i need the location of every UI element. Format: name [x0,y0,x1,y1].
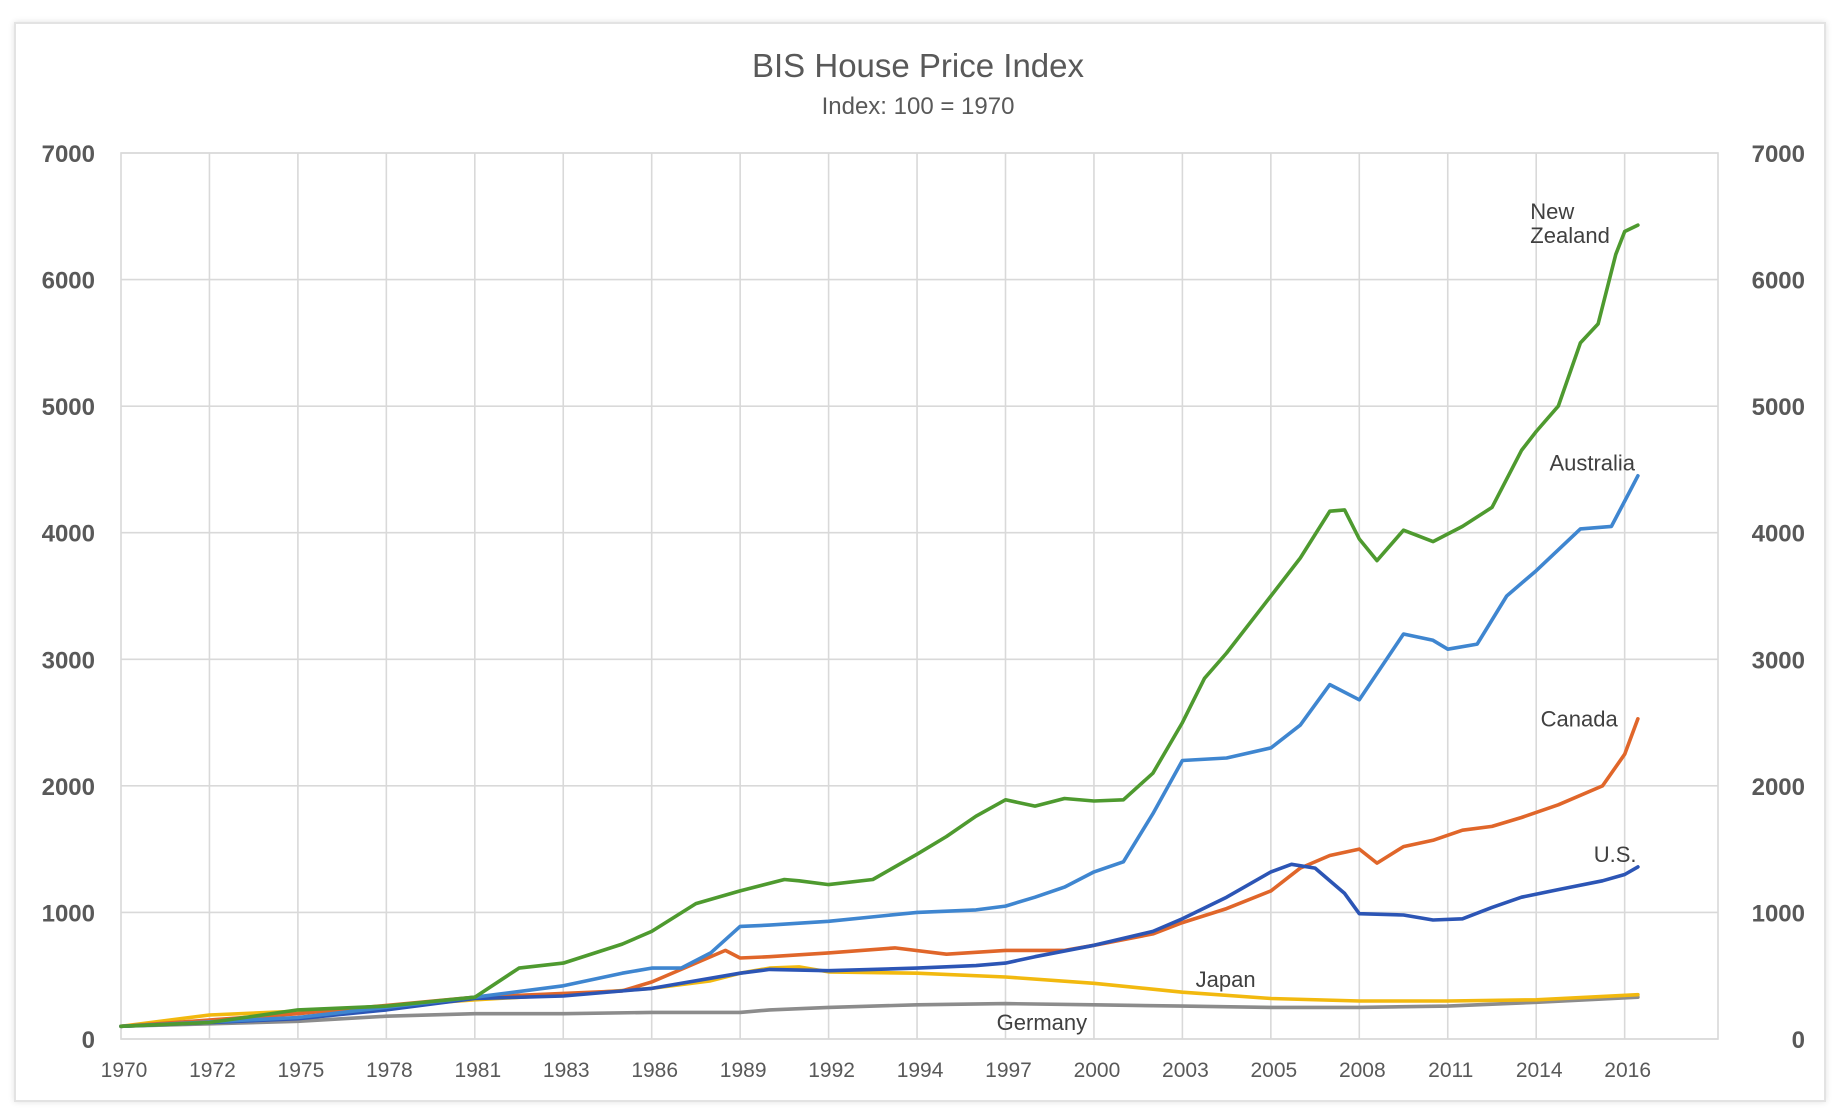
series-line-australia [119,473,1640,1029]
x-axis: 1970 1972 1975 1978 1981 1983 1986 1989 1992 1994… [101,1059,1651,1082]
gridlines [120,152,1719,1040]
plot-area-border [120,152,1719,1040]
series-label-canada: Canada [1541,706,1619,731]
series-line-u-s [119,862,1640,1029]
x-tick-label: 1983 [543,1059,590,1082]
series-label-new-zealand: New Zealand [1530,199,1610,248]
chart-frame [14,22,1826,1102]
x-tick-label: 1975 [278,1059,325,1082]
x-tick-label: 1989 [720,1059,767,1082]
series-line-germany [119,995,1640,1029]
series-label-germany: Germany [997,1010,1087,1035]
series-line-new-zealand [119,223,1640,1029]
series-lines [119,223,1640,1029]
y-tick-label-right: 2000 [1752,774,1805,801]
y-tick-label-right: 1000 [1752,900,1805,927]
y-tick-label-left: 7000 [42,141,95,168]
chart-subtitle: Index: 100 = 1970 [822,93,1015,120]
series-label-australia: Australia [1549,451,1635,476]
x-tick-label: 2011 [1428,1059,1473,1082]
y-tick-label-left: 0 [82,1027,95,1054]
y-tick-label-left: 2000 [42,774,95,801]
y-tick-label-right: 0 [1792,1027,1805,1054]
y-tick-label-left: 1000 [42,900,95,927]
x-tick-label: 1986 [631,1059,678,1082]
x-tick-label: 2005 [1250,1059,1297,1082]
chart-title: BIS House Price Index [752,47,1084,84]
x-tick-label: 2000 [1074,1059,1121,1082]
y-tick-label-left: 4000 [42,521,95,548]
series-labels: New Zealand Australia Canada U.S. Japan German… [997,199,1637,1035]
y-tick-label-right: 7000 [1752,141,1805,168]
x-tick-label: 2008 [1339,1059,1386,1082]
x-tick-label: 2014 [1516,1059,1563,1082]
x-tick-label: 2016 [1604,1059,1651,1082]
x-tick-label: 1997 [985,1059,1032,1082]
y-tick-label-left: 6000 [42,268,95,295]
series-label-japan: Japan [1196,967,1256,992]
y-tick-label-right: 3000 [1752,647,1805,674]
y-tick-label-left: 3000 [42,647,95,674]
x-tick-label: 1994 [897,1059,944,1082]
x-tick-label: 1972 [189,1059,236,1082]
x-tick-label: 1970 [101,1059,148,1082]
y-tick-label-right: 6000 [1752,268,1805,295]
y-tick-label-left: 5000 [42,394,95,421]
y-tick-label-right: 5000 [1752,394,1805,421]
series-line-canada [119,716,1640,1029]
y-axis-right: 0 1000 2000 3000 4000 5000 6000 7000 [1752,141,1805,1054]
series-label-u-s: U.S. [1594,842,1637,867]
x-tick-label: 1978 [366,1059,413,1082]
x-tick-label: 2003 [1162,1059,1209,1082]
x-tick-label: 1981 [454,1059,501,1082]
y-axis-left: 0 1000 2000 3000 4000 5000 6000 7000 [42,141,95,1054]
y-tick-label-right: 4000 [1752,521,1805,548]
x-tick-label: 1992 [808,1059,855,1082]
